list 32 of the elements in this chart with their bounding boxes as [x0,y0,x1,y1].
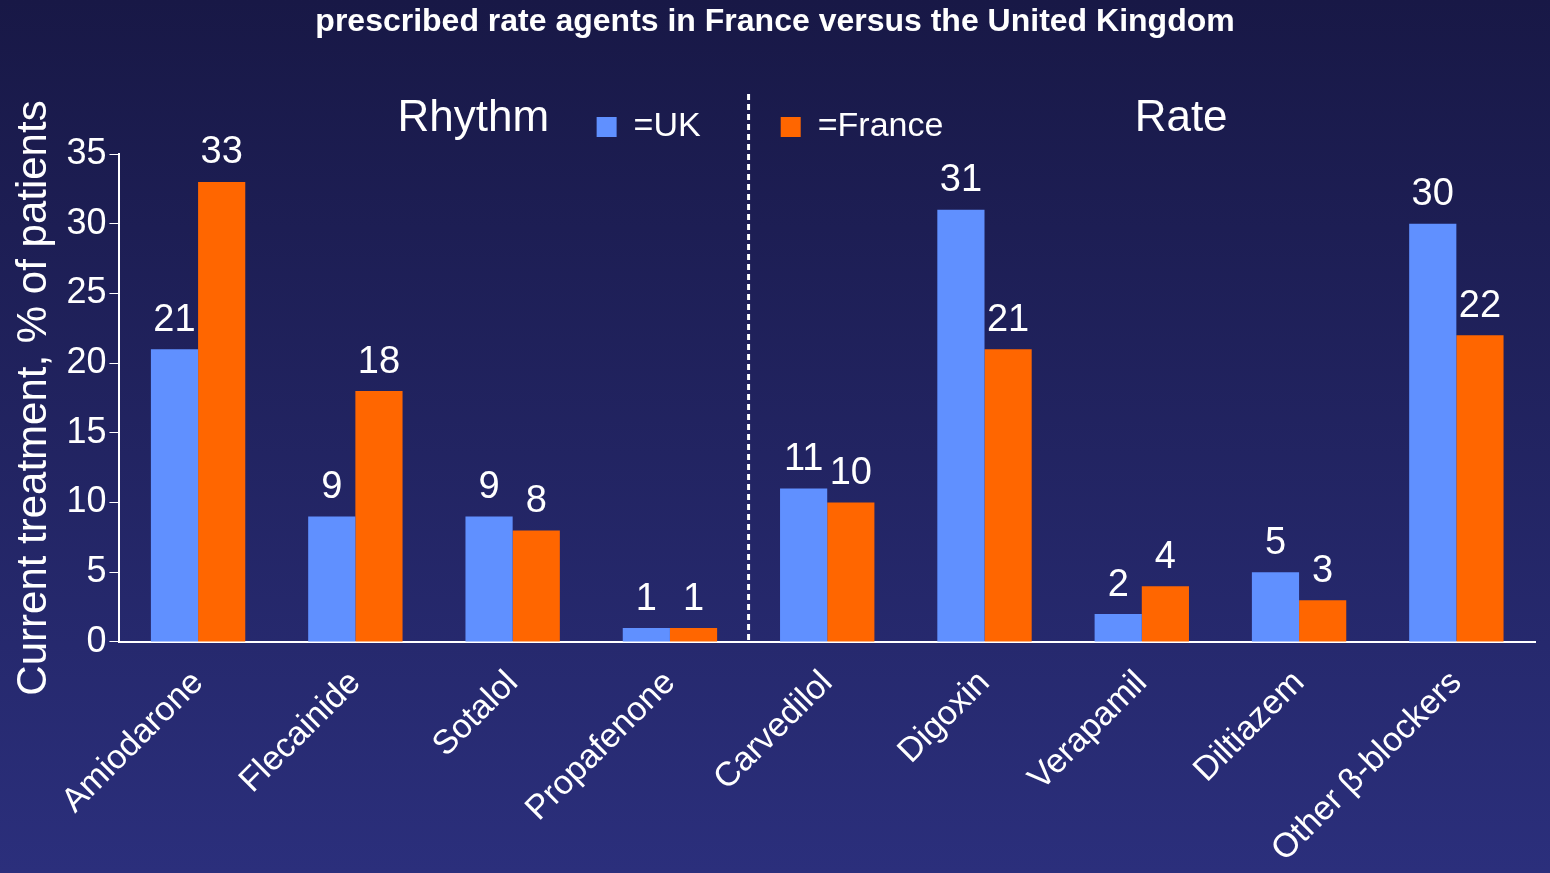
data-label: 22 [1458,282,1502,325]
data-label: 2 [1107,561,1129,604]
y-tick-label: 35 [66,130,107,172]
data-label: 31 [939,157,983,200]
data-label: 4 [1154,533,1176,576]
data-label: 21 [986,296,1030,339]
data-label: 9 [478,463,500,506]
y-tick-label: 15 [66,409,107,451]
y-tick-label: 5 [86,549,107,591]
chart-title: prescribed rate agents in France versus the United Kingdom [314,2,1236,39]
data-label: 10 [829,450,872,493]
data-label: 33 [200,129,243,172]
y-tick-label: 0 [86,618,107,660]
text: Rhythm [397,91,550,141]
y-tick-label: 10 [66,479,107,521]
data-label: 21 [153,296,196,339]
y-axis-title: Current treatment, % of patients [7,100,55,696]
data-label: 30 [1411,171,1454,214]
legend-label: =France [817,105,944,144]
y-tick-label: 20 [66,340,107,382]
y-tick-label: 30 [66,200,107,242]
data-label: 9 [321,463,343,506]
data-label: 1 [635,575,657,618]
data-label: 11 [783,436,824,479]
legend-label: =UK [633,105,702,144]
data-label: 8 [525,477,547,520]
data-label: 18 [357,338,401,381]
data-label: 5 [1264,519,1287,562]
y-tick-label: 25 [66,270,107,312]
data-label: 1 [682,575,705,618]
text: Rate [1134,91,1228,141]
data-label: 3 [1312,547,1334,590]
